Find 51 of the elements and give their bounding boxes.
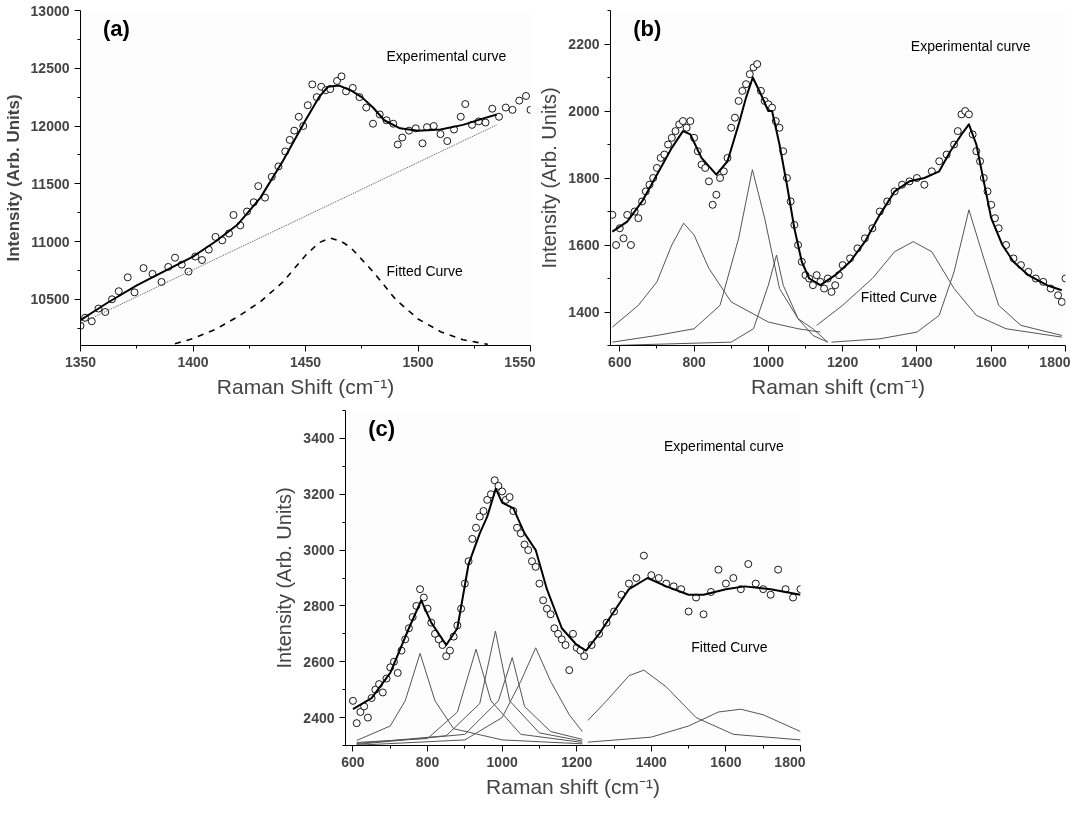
x-tick-label: 1200 xyxy=(561,753,593,770)
y-tick-label: 2000 xyxy=(568,103,600,119)
x-tick-label: 1350 xyxy=(64,353,97,370)
y-tick-label: 1600 xyxy=(568,237,600,253)
y-tick-label: 1400 xyxy=(568,304,600,320)
x-tick-label: 1450 xyxy=(289,353,322,370)
x-tick-label: 1800 xyxy=(1039,353,1071,370)
annotation: Fitted Curve xyxy=(860,289,938,306)
x-tick-label: 600 xyxy=(341,753,365,770)
y-tick-label: 1800 xyxy=(568,170,600,186)
y-tick-label: 3200 xyxy=(303,486,335,503)
x-tick-label: 1800 xyxy=(774,753,806,770)
y-tick-label: 2600 xyxy=(303,653,335,670)
chart-title: (c) xyxy=(368,415,396,441)
y-axis-title: Intensity (Arb. Units) xyxy=(538,87,561,269)
chart-title: (a) xyxy=(103,15,130,41)
y-tick-label: 10500 xyxy=(30,291,70,308)
y-tick-label: 2800 xyxy=(303,597,335,614)
y-tick-label: 11000 xyxy=(31,233,70,250)
annotation: Experimental curve xyxy=(386,48,507,65)
annotation: Experimental curve xyxy=(664,438,785,455)
y-tick-label: 11500 xyxy=(31,175,70,192)
x-tick-label: 600 xyxy=(608,353,632,370)
y-tick-label: 12000 xyxy=(30,118,70,135)
x-tick-label: 1000 xyxy=(752,353,785,370)
y-tick-label: 3400 xyxy=(303,430,335,447)
y-tick-label: 2200 xyxy=(568,36,600,52)
x-tick-label: 1500 xyxy=(402,353,434,370)
y-tick-label: 2400 xyxy=(303,709,335,726)
x-tick-label: 1600 xyxy=(710,753,742,770)
x-axis-title: Raman shift (cm⁻¹) xyxy=(486,774,660,798)
y-tick-label: 13000 xyxy=(30,2,70,19)
y-axis-title: Intensity (Arb. Units) xyxy=(273,487,296,669)
chart-title: (b) xyxy=(633,15,662,41)
x-tick-label: 1400 xyxy=(901,353,933,370)
x-tick-label: 800 xyxy=(415,753,440,770)
x-tick-label: 1400 xyxy=(635,753,668,770)
x-axis-title: Raman shift (cm⁻¹) xyxy=(751,374,925,398)
annotation: Fitted Curve xyxy=(386,262,463,279)
x-tick-label: 1200 xyxy=(827,353,859,370)
y-tick-label: 3000 xyxy=(303,542,335,559)
annotation: Experimental curve xyxy=(910,38,1031,55)
x-tick-label: 1600 xyxy=(975,353,1007,370)
x-tick-label: 800 xyxy=(682,353,706,370)
y-axis-title: Intensity (Arb. Units) xyxy=(3,94,23,262)
x-axis-title: Raman Shift (cm⁻¹) xyxy=(216,374,395,398)
y-tick-label: 12500 xyxy=(30,60,70,77)
annotation: Fitted Curve xyxy=(691,639,768,656)
x-tick-label: 1000 xyxy=(486,753,518,770)
x-tick-label: 1400 xyxy=(177,353,209,370)
x-tick-label: 1550 xyxy=(504,353,536,370)
